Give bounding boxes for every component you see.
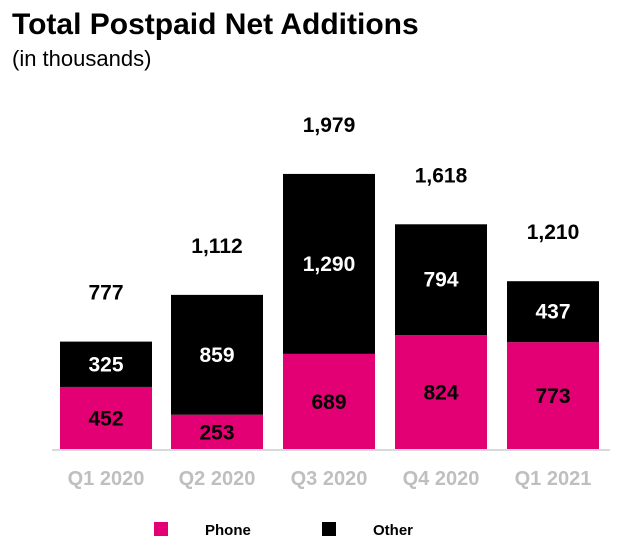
bar-other-0 bbox=[60, 341, 152, 387]
data-label-phone-4: 773 bbox=[535, 385, 570, 408]
total-label-3: 1,618 bbox=[415, 164, 468, 187]
bar-phone-3 bbox=[395, 335, 487, 450]
data-label-other-4: 437 bbox=[535, 301, 570, 324]
total-label-0: 777 bbox=[88, 282, 123, 305]
data-label-other-3: 794 bbox=[423, 269, 458, 292]
bar-other-1 bbox=[171, 294, 263, 415]
bar-phone-2 bbox=[283, 353, 375, 450]
x-tick-label-2: Q3 2020 bbox=[291, 468, 368, 490]
data-label-other-0: 325 bbox=[88, 353, 123, 376]
legend-label-phone: Phone bbox=[205, 522, 251, 539]
legend-label-other: Other bbox=[373, 522, 413, 539]
total-label-4: 1,210 bbox=[527, 221, 580, 244]
bar-phone-4 bbox=[507, 342, 599, 450]
x-tick-label-3: Q4 2020 bbox=[403, 468, 480, 490]
x-tick-label-0: Q1 2020 bbox=[68, 468, 145, 490]
chart-subtitle: (in thousands) bbox=[12, 46, 152, 71]
legend-swatch-phone bbox=[154, 522, 168, 536]
data-label-phone-1: 253 bbox=[199, 421, 234, 444]
bar-phone-0 bbox=[60, 386, 152, 450]
bar-other-2 bbox=[283, 173, 375, 354]
data-label-phone-2: 689 bbox=[311, 391, 346, 414]
x-tick-label-4: Q1 2021 bbox=[515, 468, 592, 490]
total-label-2: 1,979 bbox=[303, 114, 356, 137]
bar-phone-1 bbox=[171, 414, 263, 450]
x-tick-label-1: Q2 2020 bbox=[179, 468, 256, 490]
bar-other-3 bbox=[395, 224, 487, 336]
data-label-phone-3: 824 bbox=[423, 382, 458, 405]
total-label-1: 1,112 bbox=[191, 235, 242, 258]
data-label-other-2: 1,290 bbox=[303, 253, 356, 276]
data-label-phone-0: 452 bbox=[88, 407, 123, 430]
bar-other-4 bbox=[507, 281, 599, 343]
chart-title: Total Postpaid Net Additions bbox=[12, 8, 419, 41]
legend-swatch-other bbox=[322, 522, 336, 536]
data-label-other-1: 859 bbox=[199, 344, 234, 367]
